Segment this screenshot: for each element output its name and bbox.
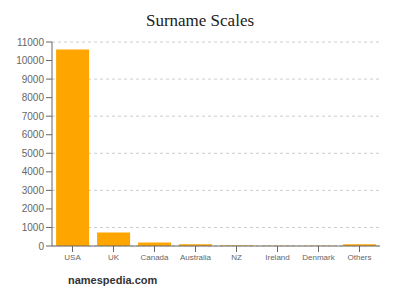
svg-text:5000: 5000 (22, 148, 45, 159)
svg-text:9000: 9000 (22, 74, 45, 85)
svg-text:Canada: Canada (140, 253, 169, 262)
svg-text:2000: 2000 (22, 203, 45, 214)
svg-text:10000: 10000 (16, 55, 44, 66)
svg-text:Denmark: Denmark (302, 253, 335, 262)
svg-text:USA: USA (64, 253, 81, 262)
svg-text:Australia: Australia (180, 253, 212, 262)
svg-text:4000: 4000 (22, 166, 45, 177)
svg-text:Others: Others (347, 253, 371, 262)
html-text:namespedia.com: namespedia.com (68, 274, 158, 286)
svg-text:7000: 7000 (22, 111, 45, 122)
svg-text:3000: 3000 (22, 185, 45, 196)
svg-text:11000: 11000 (17, 37, 45, 48)
svg-text:0: 0 (38, 241, 44, 252)
svg-text:UK: UK (108, 253, 120, 262)
svg-text:8000: 8000 (22, 92, 45, 103)
svg-text:6000: 6000 (22, 129, 45, 140)
svg-text:1000: 1000 (22, 222, 45, 233)
svg-text:Ireland: Ireland (265, 253, 289, 262)
svg-text:NZ: NZ (231, 253, 242, 262)
html-text:Surname Scales: Surname Scales (145, 11, 254, 30)
